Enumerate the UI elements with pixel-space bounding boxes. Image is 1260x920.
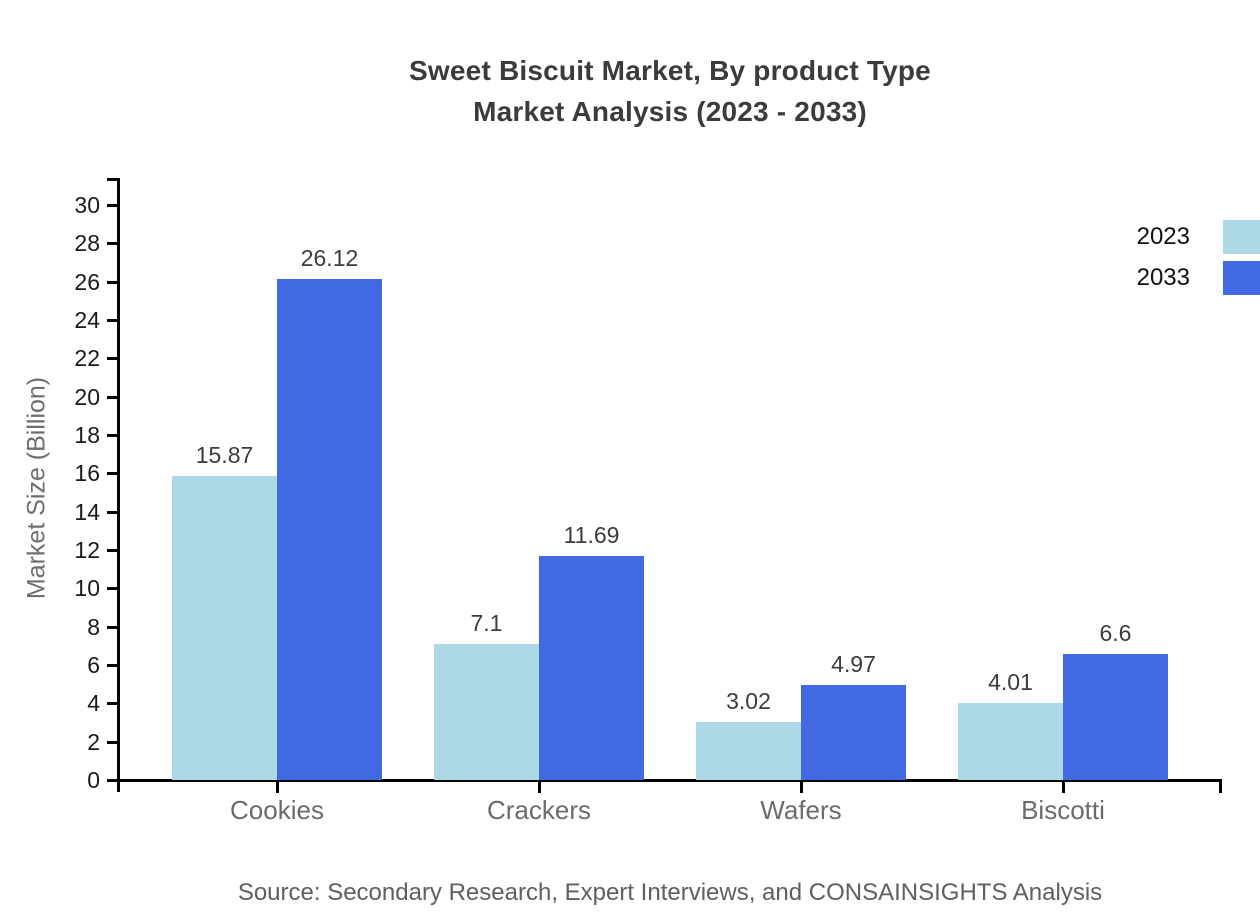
y-tick (107, 319, 117, 322)
y-tick (107, 510, 117, 514)
x-tick (1062, 780, 1065, 793)
y-tick (107, 779, 117, 782)
y-tick (107, 740, 117, 744)
y-tick (107, 549, 117, 552)
legend-swatch-2023 (1223, 220, 1260, 254)
legend-label-2033: 2033 (1136, 264, 1190, 291)
value-label-cookies-2033: 26.12 (300, 245, 359, 272)
y-tick-label: 4 (87, 690, 100, 717)
value-label-crackers-2033: 11.69 (563, 521, 620, 548)
value-label-wafers-2033: 4.97 (831, 650, 876, 677)
y-tick-label: 30 (74, 192, 100, 218)
source-note: Source: Secondary Research, Expert Inter… (237, 879, 1103, 906)
y-tick (107, 702, 117, 706)
bar-cookies-2023 (172, 475, 277, 780)
value-label-wafers-2023: 3.02 (726, 688, 771, 715)
y-tick-label: 2 (87, 728, 100, 755)
y-tick (107, 587, 117, 591)
y-tick (107, 395, 117, 399)
bar-crackers-2023 (434, 643, 539, 780)
y-tick-label: 14 (74, 498, 100, 525)
y-tick-label: 6 (87, 652, 100, 678)
y-tick (107, 242, 117, 246)
x-axis-line (107, 779, 1222, 782)
bar-wafers-2023 (696, 722, 801, 780)
y-tick-label: 8 (87, 613, 100, 640)
y-tick (107, 664, 117, 667)
value-label-biscotti-2023: 4.01 (988, 669, 1033, 696)
y-tick-label: 12 (74, 537, 100, 563)
value-label-cookies-2023: 15.87 (195, 441, 254, 468)
value-label-crackers-2023: 7.1 (470, 609, 503, 636)
chart-title: Sweet Biscuit Market, By product Type (409, 55, 931, 86)
chart-title-block: Sweet Biscuit Market, By product Type Ma… (80, 50, 1260, 132)
category-label-crackers: Crackers (486, 795, 591, 825)
category-label-biscotti: Biscotti (1021, 795, 1105, 825)
y-tick-label: 16 (74, 460, 100, 487)
x-axis-end-tick (1219, 780, 1222, 793)
y-tick-label: 18 (74, 422, 100, 448)
y-tick-label: 22 (74, 345, 100, 372)
y-tick (107, 472, 117, 476)
y-tick (107, 204, 117, 207)
y-tick-label: 28 (74, 230, 100, 257)
y-tick (107, 434, 117, 437)
bar-biscotti-2033 (1063, 653, 1168, 780)
y-tick-label: 10 (74, 575, 100, 602)
bar-biscotti-2023 (958, 703, 1063, 780)
x-tick (800, 780, 803, 793)
y-axis-line (117, 178, 120, 792)
category-label-cookies: Cookies (230, 795, 324, 825)
x-tick (538, 780, 541, 793)
y-tick (107, 357, 117, 361)
legend-swatch-2033 (1223, 261, 1260, 295)
chart-subtitle: Market Analysis (2023 - 2033) (473, 96, 867, 127)
bar-crackers-2033 (539, 555, 644, 780)
bar-wafers-2033 (801, 684, 906, 780)
y-tick-label: 26 (74, 268, 100, 295)
y-tick-label: 20 (74, 383, 100, 410)
y-axis-top-cap (107, 178, 120, 181)
bar-cookies-2033 (277, 279, 382, 780)
y-tick (107, 280, 117, 284)
y-tick-label: 24 (74, 307, 100, 333)
y-tick (107, 625, 117, 629)
value-label-biscotti-2033: 6.6 (1099, 619, 1132, 646)
legend-label-2023: 2023 (1136, 223, 1190, 250)
x-tick (276, 780, 279, 793)
category-label-wafers: Wafers (760, 795, 842, 825)
y-tick-label: 0 (87, 767, 100, 793)
